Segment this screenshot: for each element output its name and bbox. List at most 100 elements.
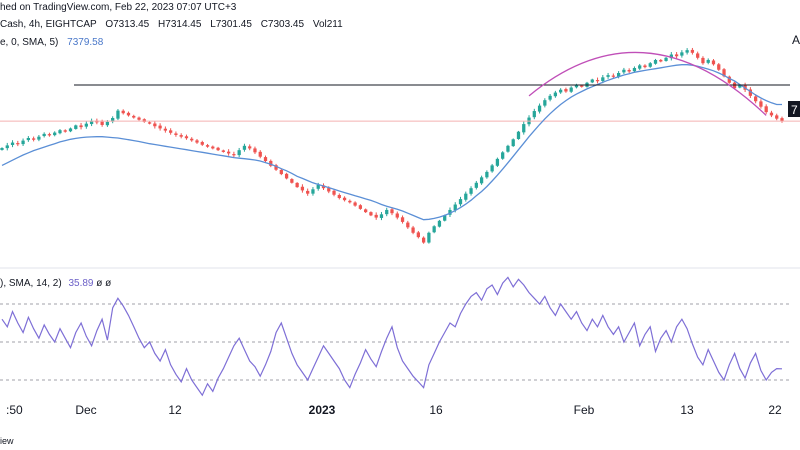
candle-body (495, 158, 500, 166)
candle-body (74, 125, 78, 129)
candle-body (501, 152, 505, 159)
publish-info-text: hed on TradingView.com, Feb 22, 2023 07:… (0, 2, 237, 13)
candle (369, 211, 373, 217)
candle-body (163, 128, 168, 131)
candle-body (764, 106, 768, 113)
candle-body (105, 121, 110, 126)
candle (479, 175, 484, 185)
candle-body (738, 84, 742, 88)
candle-body (406, 222, 410, 228)
candle (638, 63, 642, 70)
candle (279, 168, 283, 176)
candle-body (116, 110, 120, 119)
candle-body (174, 133, 178, 135)
candle (674, 52, 679, 59)
price-tag-box (788, 101, 800, 117)
candle-body (711, 60, 716, 65)
high-value: H7314.45 (158, 19, 202, 30)
candle (400, 215, 405, 224)
candle (437, 219, 442, 228)
candle-body (516, 131, 521, 140)
candle (490, 163, 494, 173)
candle (153, 121, 157, 129)
candle-body (179, 135, 183, 137)
candle (458, 196, 463, 207)
candle-body (754, 96, 758, 102)
candle-body (374, 214, 378, 218)
candle-body (659, 59, 663, 62)
candle (111, 116, 115, 124)
candle (411, 225, 415, 235)
x-tick-label: 16 (429, 403, 443, 417)
candle-body (37, 136, 41, 140)
candle-body (300, 186, 305, 191)
candle-body (31, 138, 36, 140)
candle (653, 58, 658, 65)
candle (501, 151, 505, 160)
candle-body (263, 157, 268, 162)
candle-body (632, 68, 637, 72)
candle (706, 58, 710, 65)
candle-body (26, 138, 30, 141)
rsi-legend-value: 35.89 (68, 278, 94, 289)
candle (158, 123, 162, 131)
candle (174, 131, 178, 137)
ohlc-legend: Cash, 4h, EIGHTCAP O7313.45 H7314.45 L73… (0, 19, 343, 30)
candle-body (42, 133, 46, 137)
candle (764, 104, 768, 114)
candle-body (195, 140, 199, 143)
rsi-legend-extra: ø ø (96, 278, 112, 289)
x-tick-label: Feb (574, 403, 595, 417)
candle (358, 204, 363, 210)
candle-body (306, 190, 310, 194)
candle (727, 75, 731, 84)
candle-body (427, 232, 431, 243)
candle (311, 187, 315, 196)
candle (321, 183, 326, 191)
candle-body (369, 212, 373, 216)
candle-body (443, 215, 447, 221)
candle (147, 121, 152, 125)
candle (595, 77, 600, 84)
candle-body (559, 89, 563, 93)
candle-body (147, 122, 152, 124)
candle (284, 172, 289, 180)
symbol-label: Cash, 4h, EIGHTCAP (0, 19, 97, 30)
candle (248, 144, 252, 151)
candle-body (47, 134, 52, 136)
candle-body (232, 154, 236, 156)
candle-body (16, 143, 20, 145)
candle-body (421, 237, 426, 243)
candle-body (395, 213, 399, 218)
candle (390, 207, 394, 216)
candle-body (5, 145, 9, 149)
candle (680, 50, 684, 58)
volume-value: Vol211 (312, 19, 343, 30)
candle-body (58, 130, 62, 134)
candle-body (0, 148, 4, 150)
candle-body (353, 202, 357, 206)
candle-body (269, 160, 273, 166)
candle (469, 186, 473, 196)
candle-body (290, 179, 294, 183)
candle-body (506, 145, 510, 152)
candle-body (479, 177, 484, 184)
candle (263, 155, 268, 163)
candle (306, 188, 310, 196)
candle-body (727, 76, 731, 83)
candle-body (685, 50, 689, 53)
candle-body (327, 188, 331, 192)
candle (532, 108, 536, 120)
chart-overlays (0, 51, 800, 221)
candle (37, 135, 41, 142)
candle (79, 122, 83, 130)
candle (47, 132, 52, 137)
candle-body (100, 121, 104, 125)
candle-body (416, 232, 420, 238)
candle (690, 47, 695, 55)
candle (659, 59, 663, 63)
candle-body (453, 204, 457, 211)
candle-body (680, 52, 684, 56)
candle (137, 116, 141, 121)
